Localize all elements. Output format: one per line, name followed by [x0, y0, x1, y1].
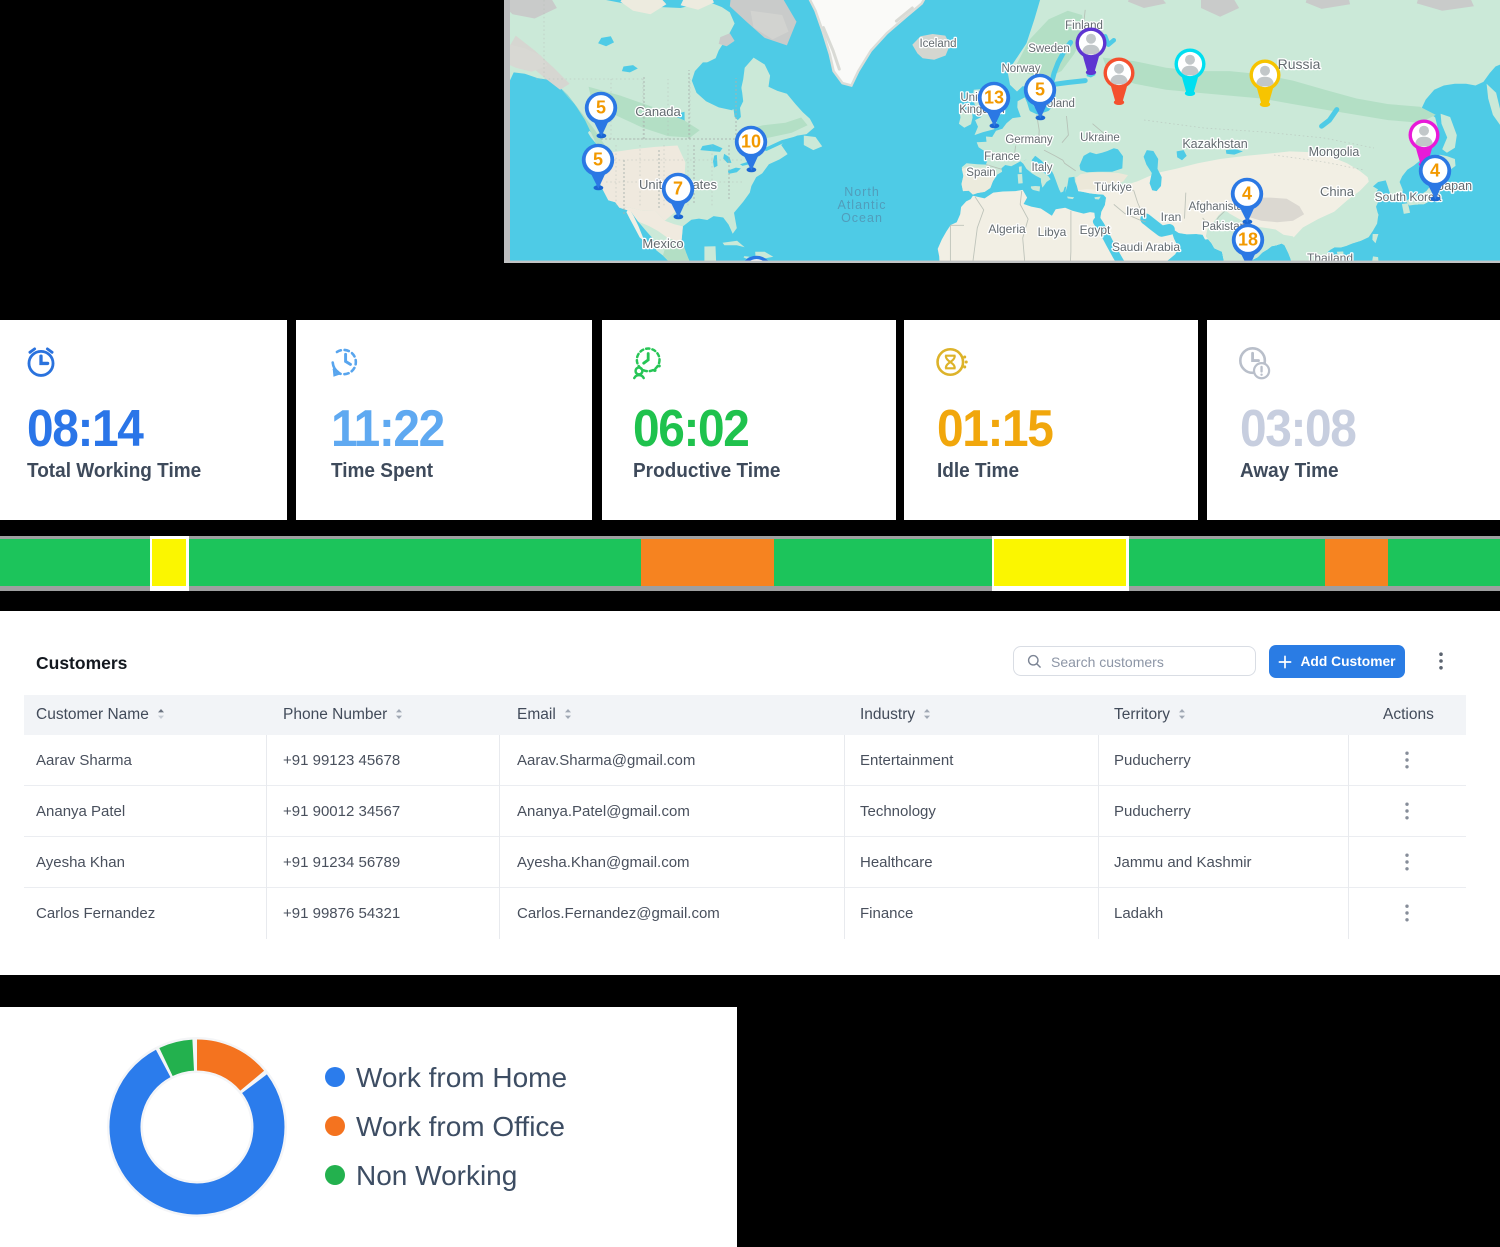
svg-text:Mexico: Mexico	[642, 236, 683, 251]
svg-text:Non Working: Non Working	[356, 1160, 517, 1191]
svg-text:Algeria: Algeria	[988, 222, 1026, 236]
svg-text:7: 7	[673, 179, 683, 199]
svg-text:5: 5	[596, 98, 606, 118]
svg-text:France: France	[984, 151, 1020, 163]
svg-text:18: 18	[1238, 230, 1258, 250]
svg-text:5: 5	[1035, 80, 1045, 100]
svg-text:Ocean: Ocean	[841, 211, 883, 225]
svg-text:Japan: Japan	[1438, 179, 1472, 193]
svg-text:Türkiye: Türkiye	[1094, 182, 1132, 194]
svg-text:Iran: Iran	[1161, 210, 1182, 224]
svg-text:Sweden: Sweden	[1028, 43, 1070, 55]
svg-text:Libya: Libya	[1038, 225, 1067, 239]
svg-text:South Korea: South Korea	[1375, 190, 1442, 204]
svg-text:China: China	[1320, 184, 1355, 199]
svg-text:Atlantic: Atlantic	[838, 198, 887, 212]
svg-text:4: 4	[1430, 161, 1440, 181]
svg-text:Norway: Norway	[1002, 63, 1041, 75]
svg-text:13: 13	[984, 88, 1004, 108]
svg-text:Mongolia: Mongolia	[1309, 145, 1360, 159]
svg-text:Russia: Russia	[1278, 56, 1321, 72]
svg-text:Italy: Italy	[1031, 162, 1052, 174]
svg-text:Iceland: Iceland	[919, 38, 956, 50]
svg-text:Afghanistan: Afghanistan	[1189, 201, 1250, 213]
svg-text:Kazakhstan: Kazakhstan	[1182, 137, 1247, 151]
svg-text:Spain: Spain	[966, 167, 995, 179]
svg-text:Saudi Arabia: Saudi Arabia	[1112, 240, 1180, 254]
svg-text:5: 5	[593, 150, 603, 170]
svg-text:Germany: Germany	[1005, 134, 1053, 146]
svg-text:Work from Office: Work from Office	[356, 1111, 565, 1142]
svg-text:North: North	[844, 185, 880, 199]
svg-text:Canada: Canada	[635, 104, 681, 119]
svg-text:Egypt: Egypt	[1080, 223, 1111, 237]
svg-text:Work from Home: Work from Home	[356, 1062, 567, 1093]
svg-text:Thailand: Thailand	[1307, 251, 1353, 263]
svg-text:Ukraine: Ukraine	[1080, 132, 1120, 144]
svg-text:Iraq: Iraq	[1126, 206, 1146, 218]
svg-text:10: 10	[741, 132, 761, 152]
svg-text:4: 4	[1242, 184, 1252, 204]
